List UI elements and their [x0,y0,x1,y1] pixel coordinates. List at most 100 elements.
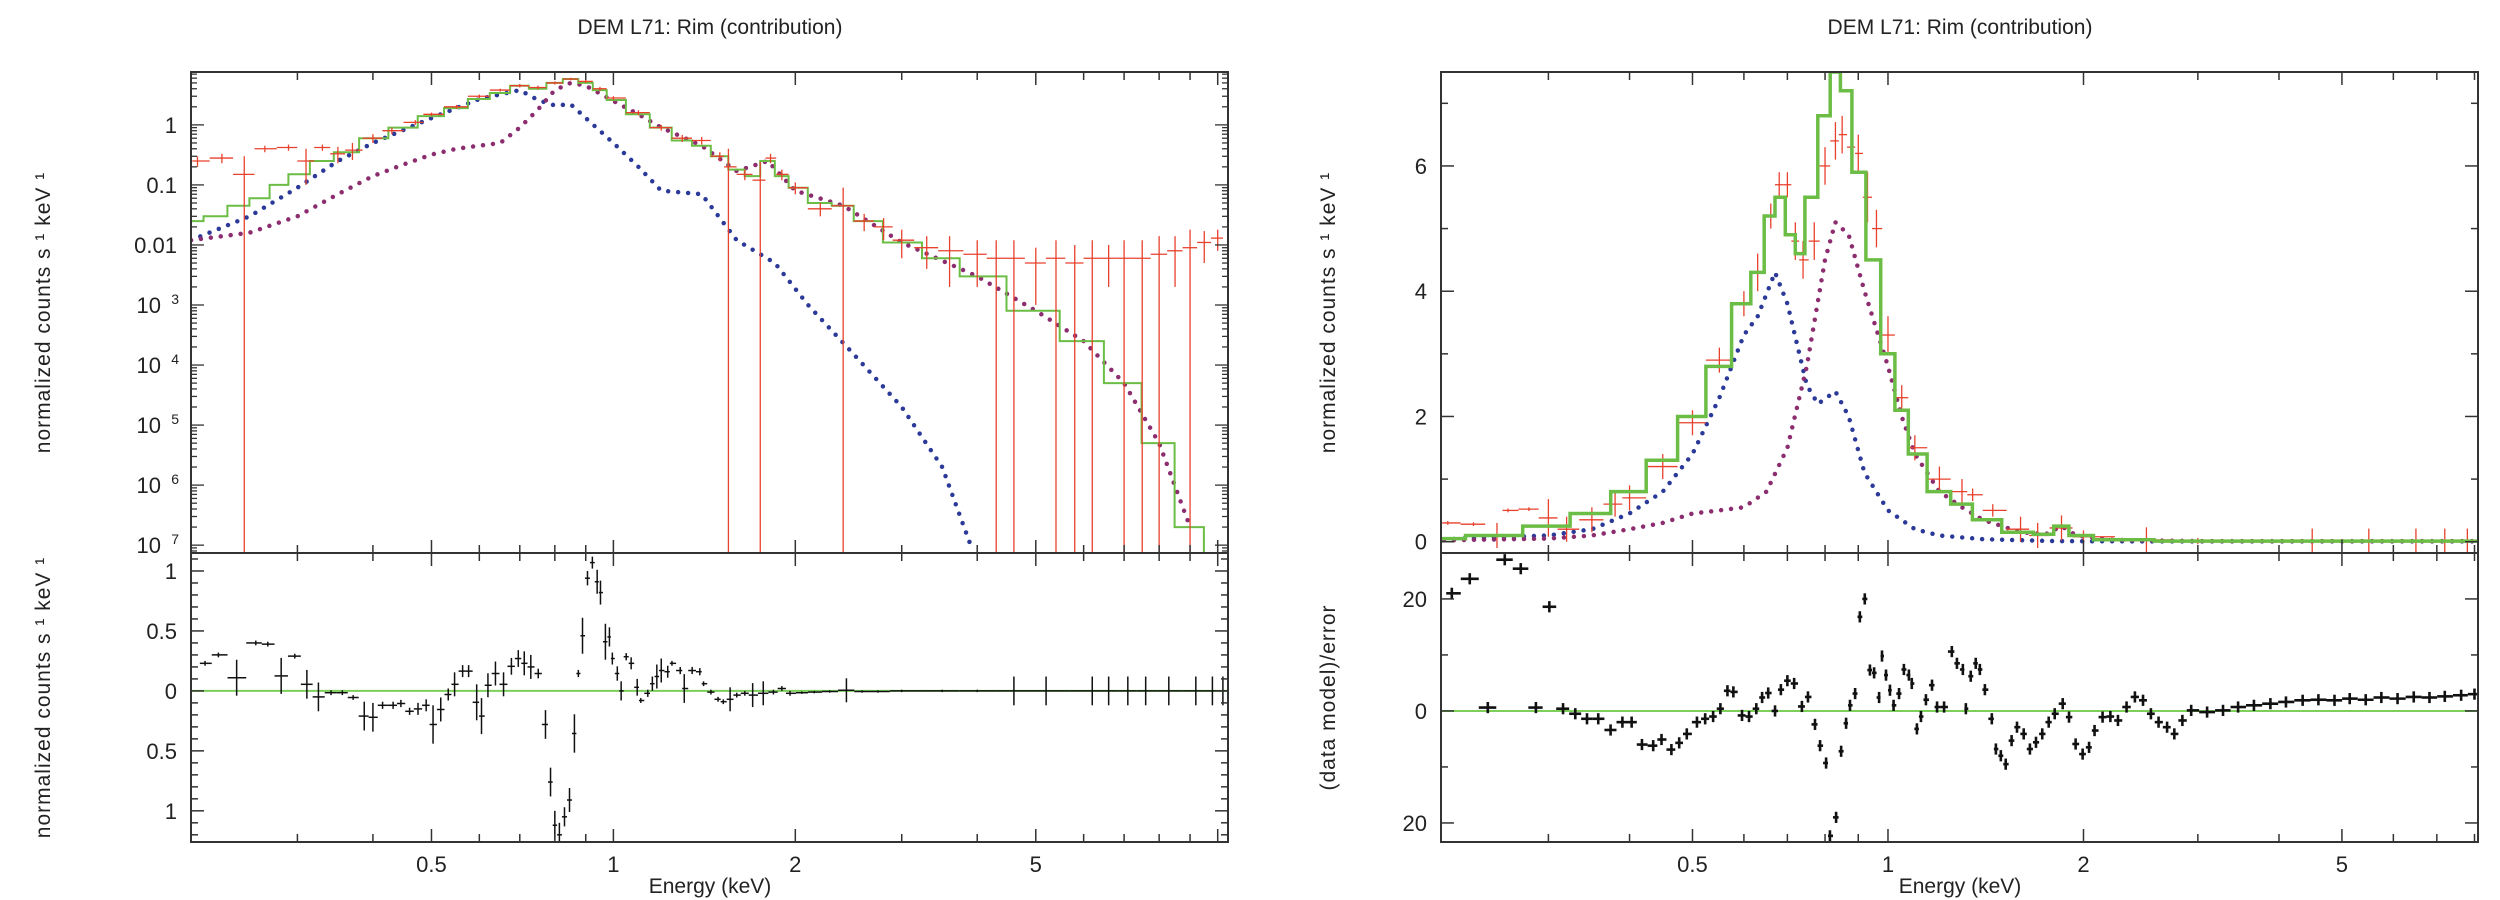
y-tick-label: 6 [1415,154,1427,179]
residual-point [1069,676,1101,706]
residual-point [602,623,608,660]
residual-point [808,690,822,694]
residual-point [610,652,615,665]
residual-point [1914,723,1919,735]
residual-point [1940,701,1948,713]
residual-point [2437,690,2453,702]
residual-point [347,695,359,700]
model-component-component-1 [1441,266,2478,544]
residual-point [1512,563,1529,575]
residual-point [2003,758,2009,770]
residual-point [1857,611,1863,623]
residual-point [479,698,485,735]
residual-point [413,702,423,715]
residual-point [1918,710,1924,723]
y-tick-label: 10 5 [137,411,180,438]
residual-point [2045,716,2052,728]
residual-point [2122,701,2131,713]
residual-point [598,580,603,605]
residual-point [2032,736,2040,748]
y-tick-label-text: 0.01 [134,233,177,258]
x-tick-label: 5 [1030,852,1042,877]
x-tick-label: 0.5 [1677,852,1708,877]
series-group [191,556,1228,842]
right-plot-title: DEM L71: Rim (contribution) [1828,16,2093,39]
residual-point [2467,688,2478,700]
residual-point [1998,750,2004,762]
y-tick-label: 20 [1403,587,1427,612]
residual-point [1496,554,1513,566]
residual-point [1828,830,1834,842]
residual-point [2326,694,2343,706]
residual-point [607,627,611,647]
data-point [546,81,563,85]
residual-point [1876,691,1881,704]
residual-point [1862,593,1868,605]
residual-point [1947,645,1955,658]
plot-frame [190,71,1229,554]
data-point [736,169,753,181]
model-component-component-2 [191,80,1193,530]
residual-point [2215,704,2231,716]
residual-point [889,689,922,693]
data-point [892,229,915,259]
data-point [1908,435,1928,461]
data-point [1005,240,1025,553]
residual-point [287,653,301,659]
residual-point [2072,738,2080,750]
data-point [1871,209,1883,248]
residual-point [227,659,247,696]
residual-point [614,666,620,681]
data-point [1603,491,1623,517]
residual-point [377,701,388,709]
y-tick-label-text: 10 [137,353,161,378]
residual-point [2342,693,2358,705]
residual-point [1923,694,1929,706]
left-plot-title: DEM L71: Rim (contribution) [578,16,843,39]
y-tick-label: 10 4 [137,351,180,378]
residual-point [368,702,378,732]
y-tick-label-text: 10 [137,533,161,558]
residual-point [838,678,855,703]
data-point [1100,244,1117,287]
residual-point [300,669,313,699]
residual-point [748,683,758,708]
y-tick-label-text: 0 [1415,530,1427,555]
residual-point [1657,733,1667,746]
data-point [1045,240,1066,553]
data-point [625,110,650,116]
residual-point [2162,721,2171,733]
residual-point [422,699,430,712]
data-point [1460,522,1486,527]
y-tick-label-text: 1 [165,559,177,584]
residual-point [312,682,325,712]
residual-point [274,657,288,694]
residual-point [2178,714,2187,727]
residual-point [1569,708,1582,720]
y-tick-label-exponent: 5 [171,411,179,427]
residual-point [1616,716,1628,728]
residual-point [571,714,577,753]
data-point [1808,222,1820,260]
residual-point [324,690,337,696]
residual-point [2091,724,2099,737]
data-point [788,182,808,195]
residual-point [688,666,696,675]
residual-point [1029,676,1070,706]
data-point [1167,236,1183,287]
data-point [710,152,725,162]
residual-point [548,767,553,797]
residual-point [1765,687,1772,699]
residual-point [1528,701,1543,714]
residual-point [1988,713,1994,725]
y-tick-label: 4 [1415,279,1427,304]
residual-point [1843,717,1849,729]
y-tick-label-exponent: 6 [171,471,179,487]
residual-point [1682,728,1692,740]
data-point [1116,240,1134,553]
y-axis-label: normalized counts s ¹ keV ¹ [32,557,55,838]
residual-point [1647,740,1658,752]
residual-point [1901,663,1907,676]
y-tick-label: 0.5 [146,619,177,644]
residual-point [2114,714,2123,727]
